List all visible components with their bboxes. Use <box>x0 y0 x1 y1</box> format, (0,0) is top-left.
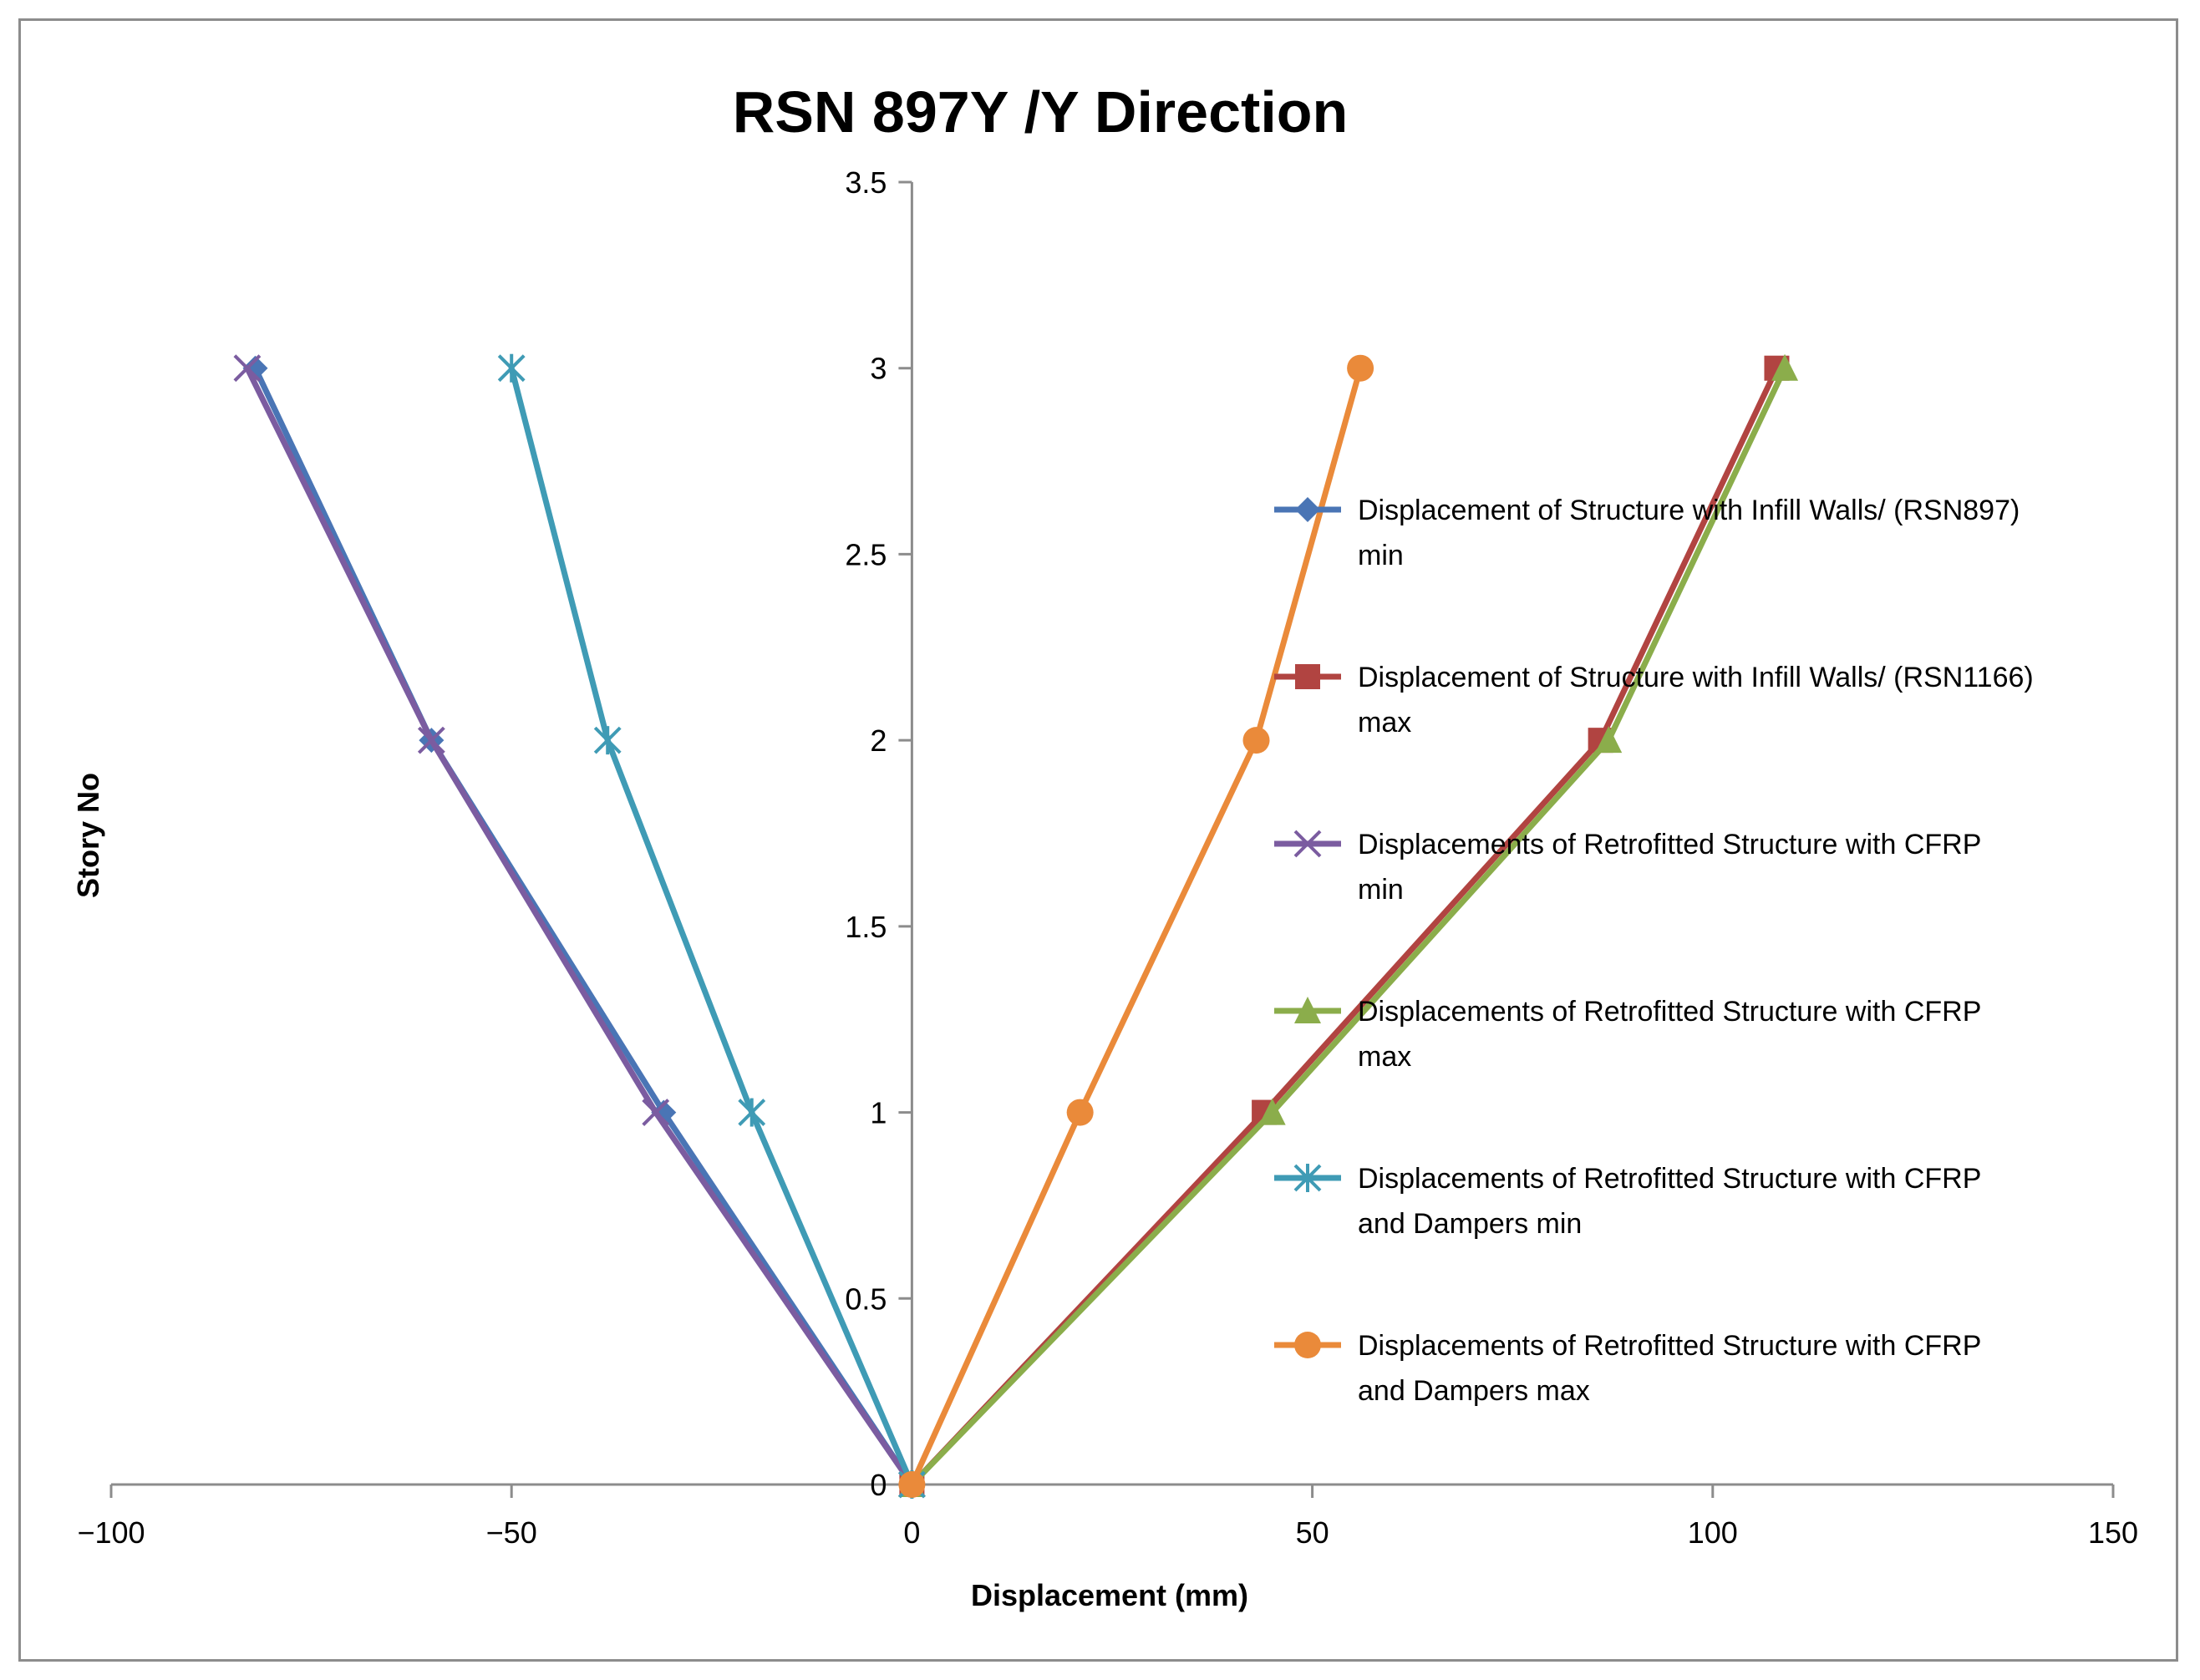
legend-entry-2: Displacement of Structure with Infill Wa… <box>1274 662 2034 738</box>
y-axis-title: Story No <box>71 773 105 898</box>
y-tick-label: 0.5 <box>845 1282 887 1316</box>
y-tick-label: 1.5 <box>845 910 887 944</box>
x-tick-label: −50 <box>486 1515 537 1550</box>
legend-marker <box>1293 1164 1322 1192</box>
legend-label: and Dampers min <box>1358 1208 1582 1240</box>
x-tick-label: 50 <box>1296 1515 1329 1550</box>
series-line <box>252 365 915 1488</box>
legend-label: max <box>1358 707 1411 738</box>
x-axis-title: Displacement (mm) <box>971 1578 1248 1612</box>
series-line <box>908 365 1788 1488</box>
chart-title: RSN 897Y /Y Direction <box>733 79 1349 145</box>
legend-marker <box>1294 997 1321 1023</box>
legend-label: Displacements of Retrofitted Structure w… <box>1358 996 1981 1028</box>
x-tick-label: −100 <box>77 1515 145 1550</box>
x-tick-label: 0 <box>903 1515 920 1550</box>
data-point <box>898 1471 926 1498</box>
data-point <box>1066 1099 1094 1126</box>
data-point <box>642 1099 670 1126</box>
series-layer <box>233 353 1799 1499</box>
series-1 <box>242 355 925 1497</box>
y-tick-label: 2.5 <box>845 537 887 571</box>
legend-label: Displacement of Structure with Infill Wa… <box>1358 662 2034 693</box>
legend-marker <box>1293 830 1322 858</box>
legend-label: min <box>1358 874 1404 906</box>
data-point <box>1771 353 1799 381</box>
series-3 <box>233 354 926 1499</box>
legend-entry-3: Displacements of Retrofitted Structure w… <box>1274 829 1981 906</box>
legend-entry-5: Displacements of Retrofitted Structure w… <box>1274 1163 1981 1240</box>
x-tick-label: 100 <box>1688 1515 1738 1550</box>
legend: Displacement of Structure with Infill Wa… <box>1274 495 2034 1407</box>
data-point <box>1595 726 1623 754</box>
data-point <box>417 726 445 754</box>
data-point <box>593 726 622 755</box>
legend-marker <box>1294 1332 1321 1358</box>
chart-frame <box>18 18 2178 1662</box>
data-point <box>1347 354 1374 382</box>
series-line <box>508 365 915 1488</box>
series-line <box>908 365 1780 1488</box>
legend-label: min <box>1358 540 1404 571</box>
axes: −100 −50 0 50 100 150 0 0.5 1 1.5 2 2.5 3 3.5 <box>77 165 2138 1550</box>
data-point <box>497 353 526 383</box>
legend-entry-1: Displacement of Structure with Infill Wa… <box>1274 495 2020 571</box>
x-tick-label: 150 <box>2088 1515 2138 1550</box>
data-point <box>1258 1098 1286 1125</box>
legend-marker <box>1295 664 1320 689</box>
legend-label: Displacements of Retrofitted Structure w… <box>1358 829 1981 860</box>
legend-label: Displacements of Retrofitted Structure w… <box>1358 1163 1981 1195</box>
legend-marker <box>1295 497 1320 522</box>
y-tick-label: 2 <box>870 723 887 758</box>
y-tick-label: 3 <box>870 352 887 386</box>
legend-label: and Dampers max <box>1358 1375 1590 1407</box>
legend-label: Displacements of Retrofitted Structure w… <box>1358 1330 1981 1362</box>
series-6 <box>898 354 1374 1498</box>
y-tick-label: 1 <box>870 1096 887 1130</box>
series-line <box>908 365 1364 1488</box>
y-tick-label: 0 <box>870 1468 887 1502</box>
series-2 <box>899 355 1790 1497</box>
y-tick-label: 3.5 <box>845 165 887 200</box>
legend-entry-6: Displacements of Retrofitted Structure w… <box>1274 1330 1981 1407</box>
data-point <box>738 1098 766 1127</box>
data-point <box>1242 727 1270 754</box>
legend-label: max <box>1358 1041 1411 1073</box>
legend-label: Displacement of Structure with Infill Wa… <box>1358 495 2020 526</box>
series-line <box>244 365 915 1488</box>
legend-entry-4: Displacements of Retrofitted Structure w… <box>1274 996 1981 1073</box>
data-point <box>233 354 262 383</box>
